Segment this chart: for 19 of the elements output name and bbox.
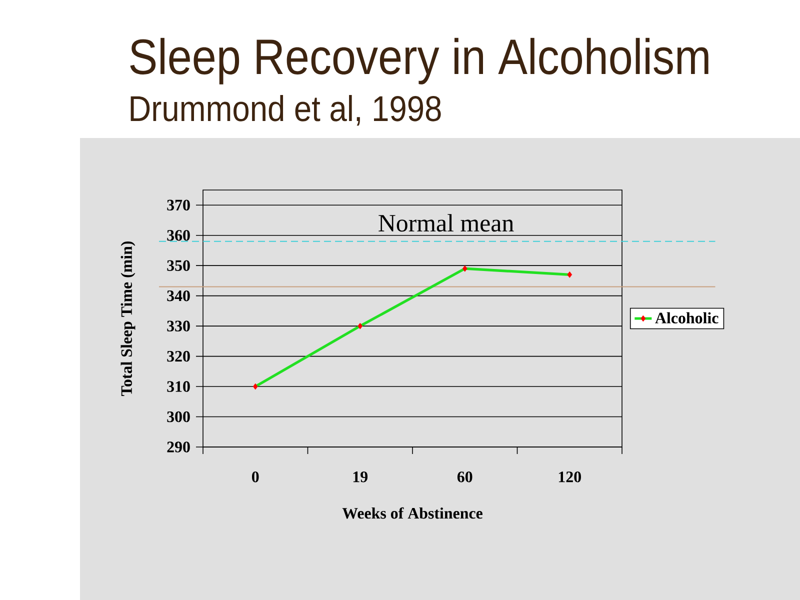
- x-axis-title: Weeks of Abstinence: [342, 507, 482, 519]
- x-tick-label: 0: [252, 472, 259, 482]
- y-tick-label: 290: [167, 442, 190, 452]
- y-tick-label: 310: [167, 381, 190, 392]
- y-tick-label: 300: [167, 411, 190, 422]
- y-tick-label: 350: [167, 260, 190, 271]
- x-tick-label: 19: [353, 472, 368, 482]
- y-tick-label: 330: [167, 320, 190, 332]
- y-tick-label: 320: [167, 350, 190, 362]
- chart-subtitle: Drummond et al, 1998: [130, 95, 441, 126]
- y-tick-label: 370: [167, 200, 190, 210]
- ref-line-label: Normal mean: [378, 214, 514, 232]
- x-tick-label: 60: [457, 472, 472, 482]
- legend-label: Alcoholic: [655, 312, 718, 324]
- y-axis-title: Total Sleep Time (min): [120, 241, 136, 396]
- chart-title: Sleep Recovery in Alcoholism: [130, 38, 708, 84]
- x-tick-label: 120: [558, 472, 581, 482]
- y-tick-label: 340: [167, 290, 190, 302]
- y-tick-label: 360: [167, 230, 190, 241]
